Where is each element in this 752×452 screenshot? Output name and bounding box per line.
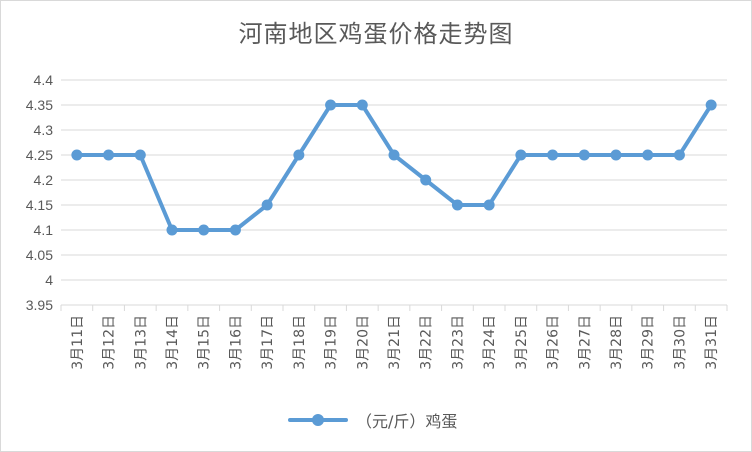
x-tick-label: 3月26日 xyxy=(546,315,562,370)
y-tick-label: 4 xyxy=(45,272,53,288)
x-tick-label: 3月25日 xyxy=(514,315,530,370)
legend-label: （元/斤）鸡蛋 xyxy=(356,412,458,431)
data-point xyxy=(578,149,590,161)
data-point xyxy=(705,99,717,111)
y-tick-label: 4.4 xyxy=(34,72,54,88)
x-tick-label: 3月20日 xyxy=(355,315,371,370)
y-tick-label: 4.05 xyxy=(26,247,53,263)
series-line xyxy=(74,103,714,232)
x-tick-label: 3月15日 xyxy=(197,315,213,370)
x-tick-label: 3月12日 xyxy=(102,315,118,370)
data-point xyxy=(293,149,305,161)
x-tick-label: 3月30日 xyxy=(672,315,688,370)
data-point xyxy=(325,99,337,111)
data-point xyxy=(673,149,685,161)
x-tick-label: 3月18日 xyxy=(292,315,308,370)
x-tick-label: 3月28日 xyxy=(609,315,625,370)
data-point xyxy=(166,224,178,236)
data-point xyxy=(356,99,368,111)
x-tick-label: 3月24日 xyxy=(482,315,498,370)
chart-title: 河南地区鸡蛋价格走势图 xyxy=(238,20,514,48)
x-tick-label: 3月23日 xyxy=(450,315,466,370)
data-point xyxy=(229,224,241,236)
data-point xyxy=(610,149,622,161)
x-tick-label: 3月11日 xyxy=(70,315,86,370)
y-tick-label: 4.2 xyxy=(34,172,54,188)
legend: （元/斤）鸡蛋 xyxy=(288,408,457,432)
data-point xyxy=(642,149,654,161)
x-tick-label: 3月14日 xyxy=(165,315,181,370)
legend-marker xyxy=(288,408,348,432)
data-point xyxy=(134,149,146,161)
data-point xyxy=(483,199,495,211)
x-tick-label: 3月27日 xyxy=(577,315,593,370)
y-tick-label: 4.1 xyxy=(34,222,54,238)
y-tick-label: 3.95 xyxy=(26,297,53,313)
data-point xyxy=(198,224,210,236)
data-point xyxy=(261,199,273,211)
x-tick-label: 3月13日 xyxy=(133,315,149,370)
x-tick-label: 3月17日 xyxy=(260,315,276,370)
x-tick-label: 3月21日 xyxy=(387,315,403,370)
data-point xyxy=(515,149,527,161)
x-tick-label: 3月22日 xyxy=(419,315,435,370)
data-point xyxy=(103,149,115,161)
x-tick-label: 3月16日 xyxy=(228,315,244,370)
y-tick-label: 4.25 xyxy=(26,147,53,163)
data-point xyxy=(451,199,463,211)
data-point xyxy=(420,174,432,186)
y-tick-label: 4.3 xyxy=(34,122,54,138)
data-point xyxy=(547,149,559,161)
data-point xyxy=(388,149,400,161)
y-tick-label: 4.35 xyxy=(26,97,53,113)
x-tick-label: 3月19日 xyxy=(324,315,340,370)
y-tick-label: 4.15 xyxy=(26,197,53,213)
data-point xyxy=(71,149,83,161)
x-tick-label: 3月29日 xyxy=(641,315,657,370)
x-tick-label: 3月31日 xyxy=(704,315,720,370)
